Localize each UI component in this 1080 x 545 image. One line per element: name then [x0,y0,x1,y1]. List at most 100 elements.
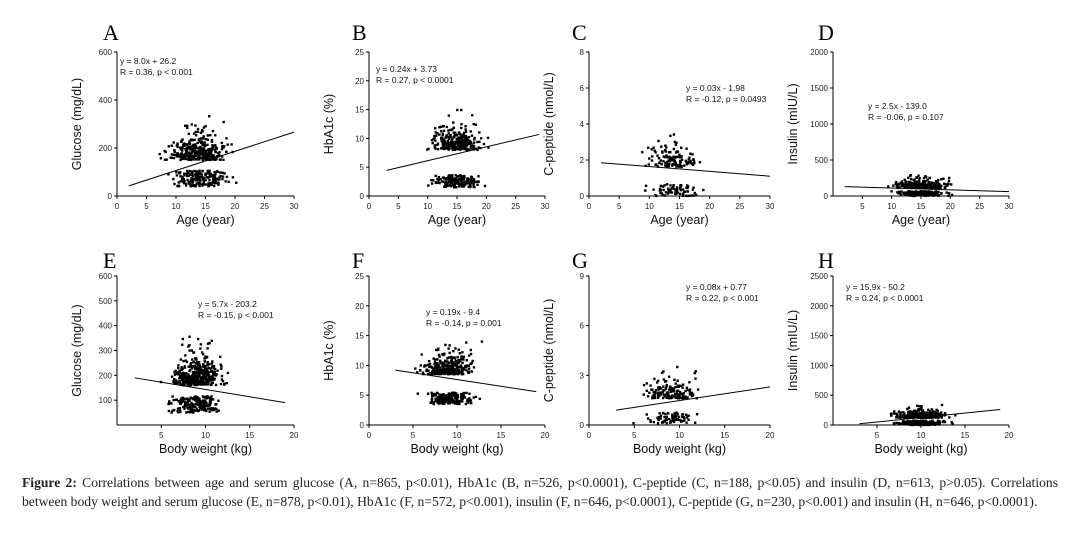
data-point [211,179,215,182]
data-point [203,368,207,372]
data-point [210,395,213,398]
data-point [662,370,665,373]
data-point [668,388,671,391]
data-point [187,182,191,185]
data-point [437,363,440,366]
data-point [436,361,439,365]
data-point [915,176,918,179]
data-point [925,412,929,416]
data-point [216,369,219,372]
data-point [208,367,212,370]
data-point [192,377,196,380]
data-point [439,366,442,369]
data-point [174,398,178,401]
data-point [444,394,447,398]
data-point [187,410,190,414]
y-tick-label: 6 [580,84,585,93]
data-point [676,385,679,388]
data-point [671,418,674,421]
data-point [445,144,449,148]
data-point [217,183,220,186]
data-point [184,376,187,380]
data-point [681,194,685,198]
data-point [656,165,660,168]
data-point [909,410,912,413]
data-point [691,393,694,396]
data-point [449,128,452,132]
data-point [191,171,194,175]
data-point [454,186,458,189]
data-point [450,176,454,179]
data-point [433,144,437,147]
data-point [191,403,195,406]
data-point [196,403,200,407]
x-tick-label: 20 [1005,431,1014,440]
data-point [218,153,221,157]
data-point [913,178,916,181]
data-point [208,410,211,413]
data-point [667,395,671,398]
data-point [436,148,440,151]
data-point [919,419,923,422]
data-point [693,421,697,424]
data-point [184,374,187,377]
data-point [201,365,205,368]
data-point [663,155,667,159]
data-point [907,423,910,426]
data-point [207,371,210,374]
data-point [214,150,218,153]
data-point [435,391,439,395]
data-point [436,142,440,145]
data-point [464,141,468,145]
data-point [191,380,195,384]
data-point [195,158,198,161]
data-point [910,421,913,424]
data-point [693,191,697,195]
data-point [937,178,940,182]
x-tick-label: 0 [367,431,372,440]
data-point [887,185,890,188]
data-point [668,417,671,421]
data-point [187,156,190,160]
data-point [460,357,463,361]
data-point [191,358,194,361]
data-point [691,188,695,191]
data-point [659,191,662,195]
data-point [452,179,456,182]
data-point [948,416,951,419]
data-point [664,148,667,152]
data-point [425,369,429,372]
data-point [446,373,450,376]
data-point [652,396,656,400]
data-point [441,399,445,403]
data-point [450,397,454,401]
data-point [439,125,443,129]
data-point [191,144,195,148]
data-point [910,194,914,197]
data-point [180,367,183,371]
data-point [182,177,186,181]
data-point [207,182,210,185]
data-point [478,131,481,134]
data-point [195,383,198,387]
data-point [632,421,635,425]
x-tick-label: 5 [632,431,637,440]
data-point [446,139,449,143]
data-point [189,145,192,148]
data-point [202,147,205,150]
data-point [446,367,450,370]
x-tick-label: 15 [497,431,506,440]
data-point [190,177,194,181]
data-point [436,132,439,135]
data-point [214,182,217,185]
x-tick-label: 5 [396,202,401,211]
data-point [190,405,194,408]
regression-equation: y = 2.5x - 139.0 [868,101,927,111]
regression-line [844,186,1010,193]
data-point [190,401,193,405]
data-point [195,360,199,364]
data-point [924,420,927,424]
data-point [943,186,946,190]
data-point [649,419,652,422]
data-point [666,192,669,195]
